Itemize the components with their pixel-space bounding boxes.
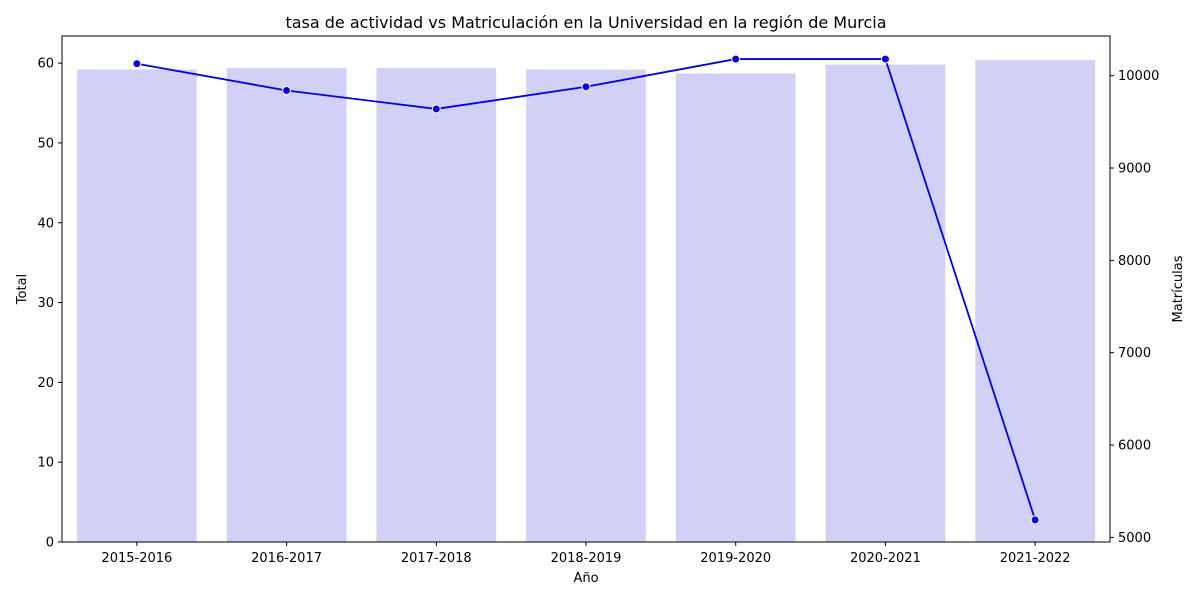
y2-tick-label: 8000 [1118,254,1151,269]
y-tick-label: 0 [46,536,54,551]
y2-tick-label: 10000 [1118,69,1159,84]
y-tick-label: 50 [37,136,54,151]
x-tick-label: 2020-2021 [850,551,921,566]
bar-2016-2017 [226,67,347,543]
y-tick-label: 60 [37,57,54,72]
x-tick-label: 2019-2020 [700,551,771,566]
y-tick-label: 20 [37,376,54,391]
y2-axis-label: Matrículas [1171,255,1186,322]
y2-tick-label: 7000 [1118,346,1151,361]
line-point-2017-2018 [431,104,441,114]
line-point-2016-2017 [282,85,292,95]
line-point-2020-2021 [880,54,890,64]
x-axis-label: Año [573,571,598,586]
chart-title: tasa de actividad vs Matriculación en la… [285,13,886,32]
bar-2019-2020 [675,73,796,542]
line-point-2019-2020 [731,54,741,64]
line-point-2015-2016 [132,59,142,69]
axes-layer: 0 10 20 30 40 50 60 5000 6000 7000 8000 9000 10000 20… [37,35,1159,566]
x-tick-label: 2018-2019 [551,551,622,566]
line-point-2021-2022 [1030,515,1040,525]
x-tick-label: 2016-2017 [251,551,322,566]
line-layer [132,54,1040,525]
x-tick-label: 2015-2016 [101,551,172,566]
bar-2020-2021 [825,64,946,542]
y-tick-label: 40 [37,216,54,231]
y-axis-label: Total [15,274,30,305]
bar-2017-2018 [376,67,497,543]
bar-2018-2019 [526,69,646,543]
y-tick-label: 10 [37,456,54,471]
x-tick-label: 2017-2018 [401,551,472,566]
y-tick-label: 30 [37,296,54,311]
y2-tick-label: 6000 [1118,439,1151,454]
bar-2021-2022 [975,59,1096,542]
bar-2015-2016 [76,69,197,543]
y2-tick-label: 9000 [1118,162,1151,177]
x-tick-label: 2021-2022 [1000,551,1071,566]
line-point-2018-2019 [581,82,591,92]
bars-layer [76,59,1096,543]
y2-tick-label: 5000 [1118,531,1151,546]
